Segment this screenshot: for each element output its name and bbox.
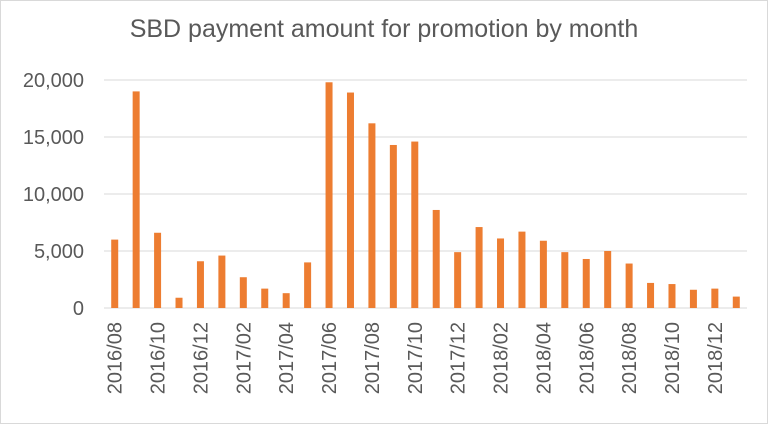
x-tick-label: 2017/04 [276, 322, 298, 394]
bar [732, 296, 740, 308]
gridlines [104, 79, 747, 309]
bar [582, 258, 590, 308]
bar [561, 252, 569, 308]
x-tick-label: 2018/10 [662, 322, 684, 394]
bar [175, 297, 183, 308]
y-tick-label: 10,000 [23, 184, 84, 206]
x-tick-label: 2017/12 [448, 322, 470, 394]
bar [432, 209, 440, 308]
bar [539, 240, 547, 308]
y-tick-label: 5,000 [34, 241, 84, 263]
bar [111, 239, 119, 308]
bar [411, 141, 419, 308]
bar [346, 92, 354, 308]
bar [261, 288, 269, 308]
x-tick-label: 2018/06 [576, 322, 598, 394]
x-tick-label: 2018/08 [619, 322, 641, 394]
bar [497, 238, 505, 308]
bars [111, 82, 740, 309]
x-tick-label: 2017/10 [405, 322, 427, 394]
y-axis-tick-labels: 0 5,000 10,000 15,000 20,000 [23, 70, 84, 320]
bar [218, 255, 226, 308]
x-tick-label: 2017/02 [233, 322, 255, 394]
bar [154, 232, 162, 308]
x-tick-label: 2016/10 [148, 322, 170, 394]
bar [668, 284, 676, 308]
x-tick-label: 2018/02 [491, 322, 513, 394]
y-tick-label: 20,000 [23, 70, 84, 92]
bar [304, 262, 312, 308]
bar [518, 231, 526, 308]
bar [389, 144, 397, 308]
bar [454, 252, 462, 308]
bar [239, 277, 247, 308]
bar [132, 91, 140, 309]
bar [711, 288, 719, 308]
bar [368, 123, 376, 308]
x-tick-label: 2018/12 [705, 322, 727, 394]
bar [475, 227, 483, 308]
bar [689, 289, 697, 308]
bar [196, 261, 204, 308]
chart-title: SBD payment amount for promotion by mont… [129, 15, 639, 43]
x-tick-label: 2018/04 [533, 322, 555, 394]
x-tick-label: 2016/08 [105, 322, 127, 394]
bar [647, 282, 655, 308]
bar [282, 293, 290, 308]
bar [625, 263, 633, 308]
x-tick-label: 2017/08 [362, 322, 384, 394]
x-tick-label: 2016/12 [190, 322, 212, 394]
x-tick-label: 2017/06 [319, 322, 341, 394]
y-tick-label: 15,000 [23, 127, 84, 149]
y-tick-label: 0 [73, 298, 84, 320]
bar [325, 82, 333, 308]
x-axis-tick-labels: 2016/08 2016/10 2016/12 2017/02 2017/04 2017/… [105, 322, 727, 394]
bar [604, 251, 612, 308]
